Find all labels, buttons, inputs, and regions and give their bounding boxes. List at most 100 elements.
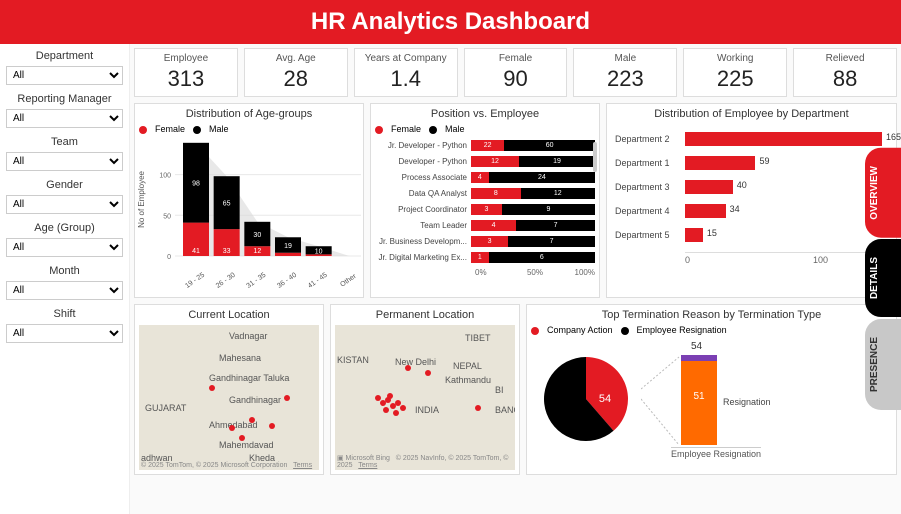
position-label: Jr. Digital Marketing Ex...: [375, 253, 471, 262]
kpi-value: 28: [247, 66, 345, 92]
bar-male: 60: [504, 140, 595, 151]
filter-select-shift[interactable]: All: [6, 324, 123, 343]
kpi-card: Years at Company 1.4: [354, 48, 458, 97]
svg-text:Other: Other: [339, 273, 358, 288]
bar-top-label: 54: [691, 341, 702, 352]
filter-select-team[interactable]: All: [6, 152, 123, 171]
svg-text:50: 50: [163, 213, 171, 220]
bar-female: 1: [471, 252, 489, 263]
filter-label: Reporting Manager: [6, 93, 123, 105]
termination-chart: Top Termination Reason by Termination Ty…: [526, 304, 897, 475]
filter-label: Shift: [6, 308, 123, 320]
dept-bar: [685, 180, 733, 194]
bar-female: 22: [471, 140, 504, 151]
position-label: Developer - Python: [375, 157, 471, 166]
position-label: Jr. Business Developm...: [375, 237, 471, 246]
svg-text:12: 12: [253, 248, 261, 255]
bar-female: 4: [471, 220, 516, 231]
map-permanent[interactable]: TIBETKISTANNew DelhiNEPALKathmanduINDIAB…: [335, 325, 515, 470]
svg-text:98: 98: [192, 181, 200, 188]
bar-male: 7: [516, 220, 595, 231]
kpi-value: 225: [686, 66, 784, 92]
kpi-card: Working225: [683, 48, 787, 97]
dept-bar: [685, 132, 882, 146]
bar-male: 24: [489, 172, 595, 183]
age-distribution-chart: Distribution of Age-groups FemaleMale No…: [134, 103, 364, 298]
position-label: Process Associate: [375, 173, 471, 182]
filter-select-month[interactable]: All: [6, 281, 123, 300]
department-chart: Distribution of Employee by Department D…: [606, 103, 897, 298]
dept-label: Department 3: [615, 182, 685, 192]
tab-presence[interactable]: PRESENCE: [865, 319, 901, 410]
current-location-card: Current Location VadnagarMahesanaGandhin…: [134, 304, 324, 475]
kpi-label: Avg. Age: [247, 53, 345, 64]
bar-male: 12: [521, 188, 595, 199]
bar-female: 12: [471, 156, 519, 167]
dept-bar: [685, 228, 703, 242]
dept-bar: [685, 156, 755, 170]
filter-select-department[interactable]: All: [6, 66, 123, 85]
svg-text:19: 19: [284, 243, 292, 250]
bar-female: 4: [471, 172, 489, 183]
filter-label: Age (Group): [6, 222, 123, 234]
kpi-card: Employee 313: [134, 48, 238, 97]
position-label: Project Coordinator: [375, 205, 471, 214]
dept-bar: [685, 204, 726, 218]
svg-text:65: 65: [223, 201, 231, 208]
position-label: Team Leader: [375, 221, 471, 230]
svg-text:0: 0: [167, 254, 171, 261]
svg-text:100: 100: [159, 173, 171, 180]
tab-overview[interactable]: OVERVIEW: [865, 148, 901, 238]
position-chart: Position vs. Employee FemaleMale Jr. Dev…: [370, 103, 600, 298]
bar-male: 19: [519, 156, 595, 167]
svg-text:36 - 40: 36 - 40: [276, 272, 298, 288]
chart-legend: FemaleMale: [375, 124, 595, 134]
chart-title: Position vs. Employee: [375, 108, 595, 120]
chart-title: Current Location: [139, 309, 319, 321]
filter-label: Department: [6, 50, 123, 62]
kpi-value: 1.4: [357, 66, 455, 92]
bar-male: 6: [489, 252, 595, 263]
bar-male: 9: [502, 204, 595, 215]
bar-female: 3: [471, 236, 508, 247]
dept-label: Department 1: [615, 158, 685, 168]
filter-label: Gender: [6, 179, 123, 191]
position-label: Data QA Analyst: [375, 189, 471, 198]
kpi-card: Female 90: [464, 48, 568, 97]
kpi-label: Female: [467, 53, 565, 64]
chart-title: Permanent Location: [335, 309, 515, 321]
filters-panel: Department AllReporting Manager AllTeam …: [0, 44, 130, 514]
page-title: HR Analytics Dashboard: [0, 0, 901, 44]
dept-label: Department 4: [615, 206, 685, 216]
kpi-label: Male: [576, 53, 674, 64]
filter-select-gender[interactable]: All: [6, 195, 123, 214]
svg-text:10: 10: [315, 248, 323, 255]
chart-legend: Company ActionEmployee Resignation: [531, 325, 892, 335]
chart-title: Distribution of Age-groups: [139, 108, 359, 120]
filter-select-age-group-[interactable]: All: [6, 238, 123, 257]
kpi-label: Years at Company: [357, 53, 455, 64]
svg-text:31 - 35: 31 - 35: [246, 272, 268, 288]
svg-text:26 - 30: 26 - 30: [215, 272, 237, 288]
filter-select-reporting-manager[interactable]: All: [6, 109, 123, 128]
kpi-value: 90: [467, 66, 565, 92]
position-label: Jr. Developer - Python: [375, 141, 471, 150]
map-current[interactable]: VadnagarMahesanaGandhinagar TalukaGandhi…: [139, 325, 319, 470]
chart-legend: FemaleMale: [139, 124, 359, 134]
x-axis-label: Employee Resignation: [671, 447, 761, 459]
kpi-label: Employee: [137, 53, 235, 64]
chart-title: Top Termination Reason by Termination Ty…: [531, 309, 892, 321]
bar-female: 3: [471, 204, 502, 215]
svg-text:30: 30: [253, 232, 261, 239]
kpi-card: Avg. Age 28: [244, 48, 348, 97]
tab-details[interactable]: DETAILS: [865, 239, 901, 317]
svg-text:41: 41: [192, 248, 200, 255]
kpi-card: Male223: [573, 48, 677, 97]
svg-text:41 - 45: 41 - 45: [307, 272, 329, 288]
bar-label: Resignation: [723, 397, 771, 407]
bar-male: 7: [508, 236, 595, 247]
kpi-value: 313: [137, 66, 235, 92]
dashboard-content: Employee313Avg. Age28Years at Company1.4…: [130, 44, 901, 514]
svg-text:33: 33: [223, 248, 231, 255]
chart-title: Distribution of Employee by Department: [611, 108, 892, 120]
